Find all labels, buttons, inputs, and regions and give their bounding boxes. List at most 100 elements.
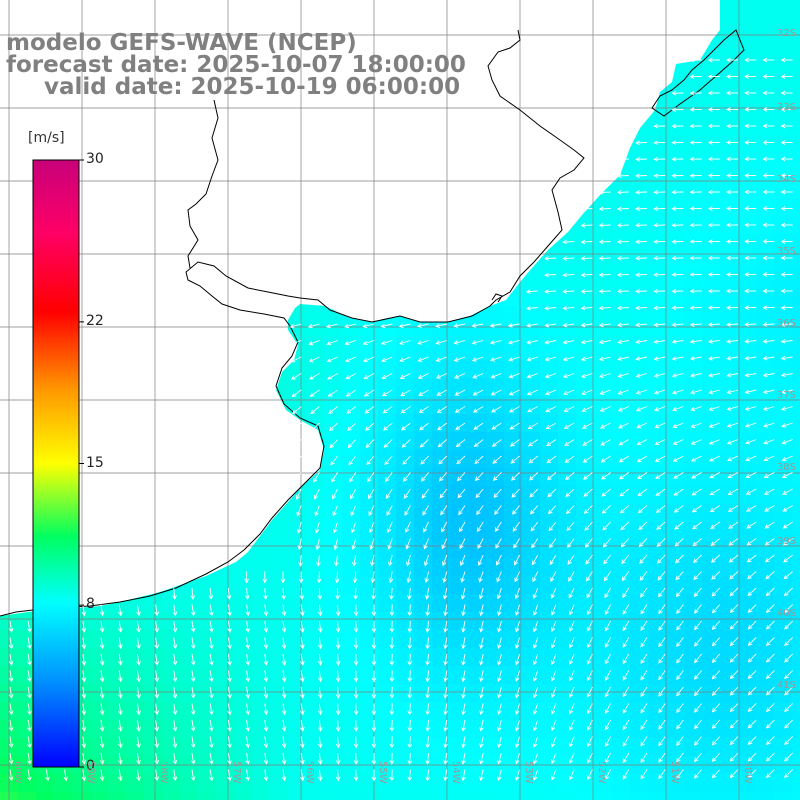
wind-speed-cell bbox=[720, 270, 739, 289]
wind-speed-cell bbox=[306, 540, 325, 559]
wind-speed-cell bbox=[594, 432, 613, 451]
wind-arrow bbox=[407, 653, 413, 666]
wind-speed-cell bbox=[792, 144, 800, 163]
wind-speed-cell bbox=[684, 288, 703, 307]
wind-arrow bbox=[461, 620, 466, 633]
wind-speed-cell bbox=[180, 630, 199, 649]
wind-arrow bbox=[477, 554, 484, 566]
wind-speed-cell bbox=[576, 468, 595, 487]
wind-speed-cell bbox=[126, 612, 145, 631]
wind-speed-cell bbox=[558, 576, 577, 595]
wind-speed-cell bbox=[306, 342, 325, 361]
wind-speed-cell bbox=[612, 270, 631, 289]
wind-speed-cell bbox=[720, 684, 739, 703]
wind-speed-cell bbox=[162, 612, 181, 631]
wind-speed-cell bbox=[252, 594, 271, 613]
wind-speed-cell bbox=[648, 594, 667, 613]
wind-arrow bbox=[694, 736, 702, 746]
wind-speed-cell bbox=[522, 720, 541, 739]
wind-arrow bbox=[281, 686, 287, 699]
wind-speed-cell bbox=[702, 54, 721, 73]
wind-arrow bbox=[746, 554, 757, 563]
wind-arrow bbox=[638, 538, 648, 548]
wind-speed-cell bbox=[450, 468, 469, 487]
wind-speed-cell bbox=[378, 648, 397, 667]
wind-arrow bbox=[747, 686, 757, 696]
wind-speed-cell bbox=[684, 162, 703, 181]
wind-arrow bbox=[497, 637, 502, 650]
wind-speed-cell bbox=[684, 180, 703, 199]
wind-arrow bbox=[311, 439, 320, 449]
wind-arrow bbox=[389, 719, 395, 732]
wind-arrow bbox=[422, 505, 429, 516]
wind-arrow bbox=[747, 703, 757, 712]
wind-speed-cell bbox=[360, 648, 379, 667]
wind-arrow bbox=[496, 587, 502, 600]
wind-arrow bbox=[154, 670, 160, 683]
wind-speed-cell bbox=[396, 720, 415, 739]
wind-speed-cell bbox=[396, 486, 415, 505]
wind-arrow bbox=[635, 222, 648, 228]
wind-arrow bbox=[658, 686, 666, 697]
wind-speed-cell bbox=[468, 630, 487, 649]
wind-speed-cell bbox=[342, 468, 361, 487]
wind-arrow bbox=[675, 587, 684, 598]
wind-arrow bbox=[380, 340, 393, 346]
wind-speed-cell bbox=[558, 288, 577, 307]
wind-speed-cell bbox=[486, 324, 505, 343]
wind-speed-cell bbox=[324, 792, 343, 800]
wind-arrow bbox=[436, 389, 448, 396]
wind-arrow bbox=[617, 356, 629, 362]
wind-arrow bbox=[763, 455, 775, 462]
wind-speed-cell bbox=[558, 684, 577, 703]
wind-speed-cell bbox=[702, 360, 721, 379]
wind-speed-cell bbox=[558, 540, 577, 559]
wind-arrow bbox=[8, 637, 14, 650]
wind-speed-cell bbox=[738, 738, 757, 757]
wind-speed-cell bbox=[450, 540, 469, 559]
wind-speed-cell bbox=[540, 342, 559, 361]
wind-speed-cell bbox=[558, 666, 577, 685]
wind-arrow bbox=[568, 587, 575, 599]
wind-arrow bbox=[172, 670, 178, 683]
wind-arrow bbox=[616, 157, 629, 162]
wind-speed-cell bbox=[702, 774, 721, 793]
wind-arrow bbox=[497, 604, 502, 617]
wind-speed-cell bbox=[360, 594, 379, 613]
wind-arrow bbox=[744, 288, 757, 294]
wind-arrow bbox=[8, 686, 14, 699]
wind-speed-cell bbox=[90, 738, 109, 757]
wind-speed-cell bbox=[504, 342, 523, 361]
wind-speed-cell bbox=[234, 666, 253, 685]
wind-speed-cell bbox=[756, 54, 775, 73]
coastline bbox=[0, 29, 745, 617]
wind-speed-cell bbox=[288, 522, 307, 541]
wind-arrow bbox=[443, 703, 448, 716]
wind-speed-cell bbox=[324, 414, 343, 433]
wind-speed-cell bbox=[594, 612, 613, 631]
wind-speed-cell bbox=[450, 738, 469, 757]
wind-arrow bbox=[245, 686, 251, 699]
wind-speed-cell bbox=[630, 702, 649, 721]
wind-arrow bbox=[586, 703, 593, 715]
wind-speed-cell bbox=[684, 558, 703, 577]
wind-arrow bbox=[209, 719, 214, 732]
wind-arrow bbox=[711, 752, 721, 762]
wind-arrow bbox=[27, 752, 32, 765]
wind-speed-cell bbox=[612, 414, 631, 433]
wind-arrow bbox=[763, 472, 775, 478]
wind-arrow bbox=[402, 455, 411, 465]
wind-arrow bbox=[525, 305, 538, 311]
wind-speed-cell bbox=[432, 450, 451, 469]
wind-speed-cell bbox=[756, 36, 775, 55]
wind-arrow bbox=[657, 571, 666, 581]
wind-speed-cell bbox=[720, 648, 739, 667]
wind-arrow bbox=[333, 538, 339, 551]
wind-speed-cell bbox=[90, 720, 109, 739]
wind-speed-cell bbox=[576, 414, 595, 433]
wind-arrow bbox=[676, 620, 684, 631]
wind-speed-cell bbox=[468, 702, 487, 721]
wind-arrow bbox=[729, 604, 739, 614]
wind-arrow bbox=[118, 637, 123, 650]
wind-speed-cell bbox=[756, 162, 775, 181]
